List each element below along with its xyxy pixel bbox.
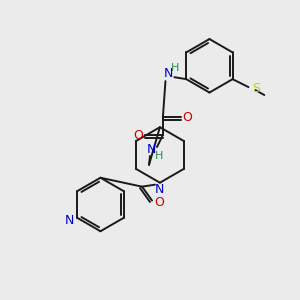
Text: N: N — [155, 183, 165, 196]
Text: N: N — [146, 142, 156, 155]
Text: O: O — [154, 196, 164, 209]
Text: H: H — [171, 63, 180, 73]
Text: H: H — [155, 151, 163, 161]
Text: O: O — [133, 129, 143, 142]
Text: N: N — [65, 214, 74, 227]
Text: O: O — [183, 111, 193, 124]
Text: N: N — [164, 67, 173, 80]
Text: S: S — [252, 82, 260, 94]
